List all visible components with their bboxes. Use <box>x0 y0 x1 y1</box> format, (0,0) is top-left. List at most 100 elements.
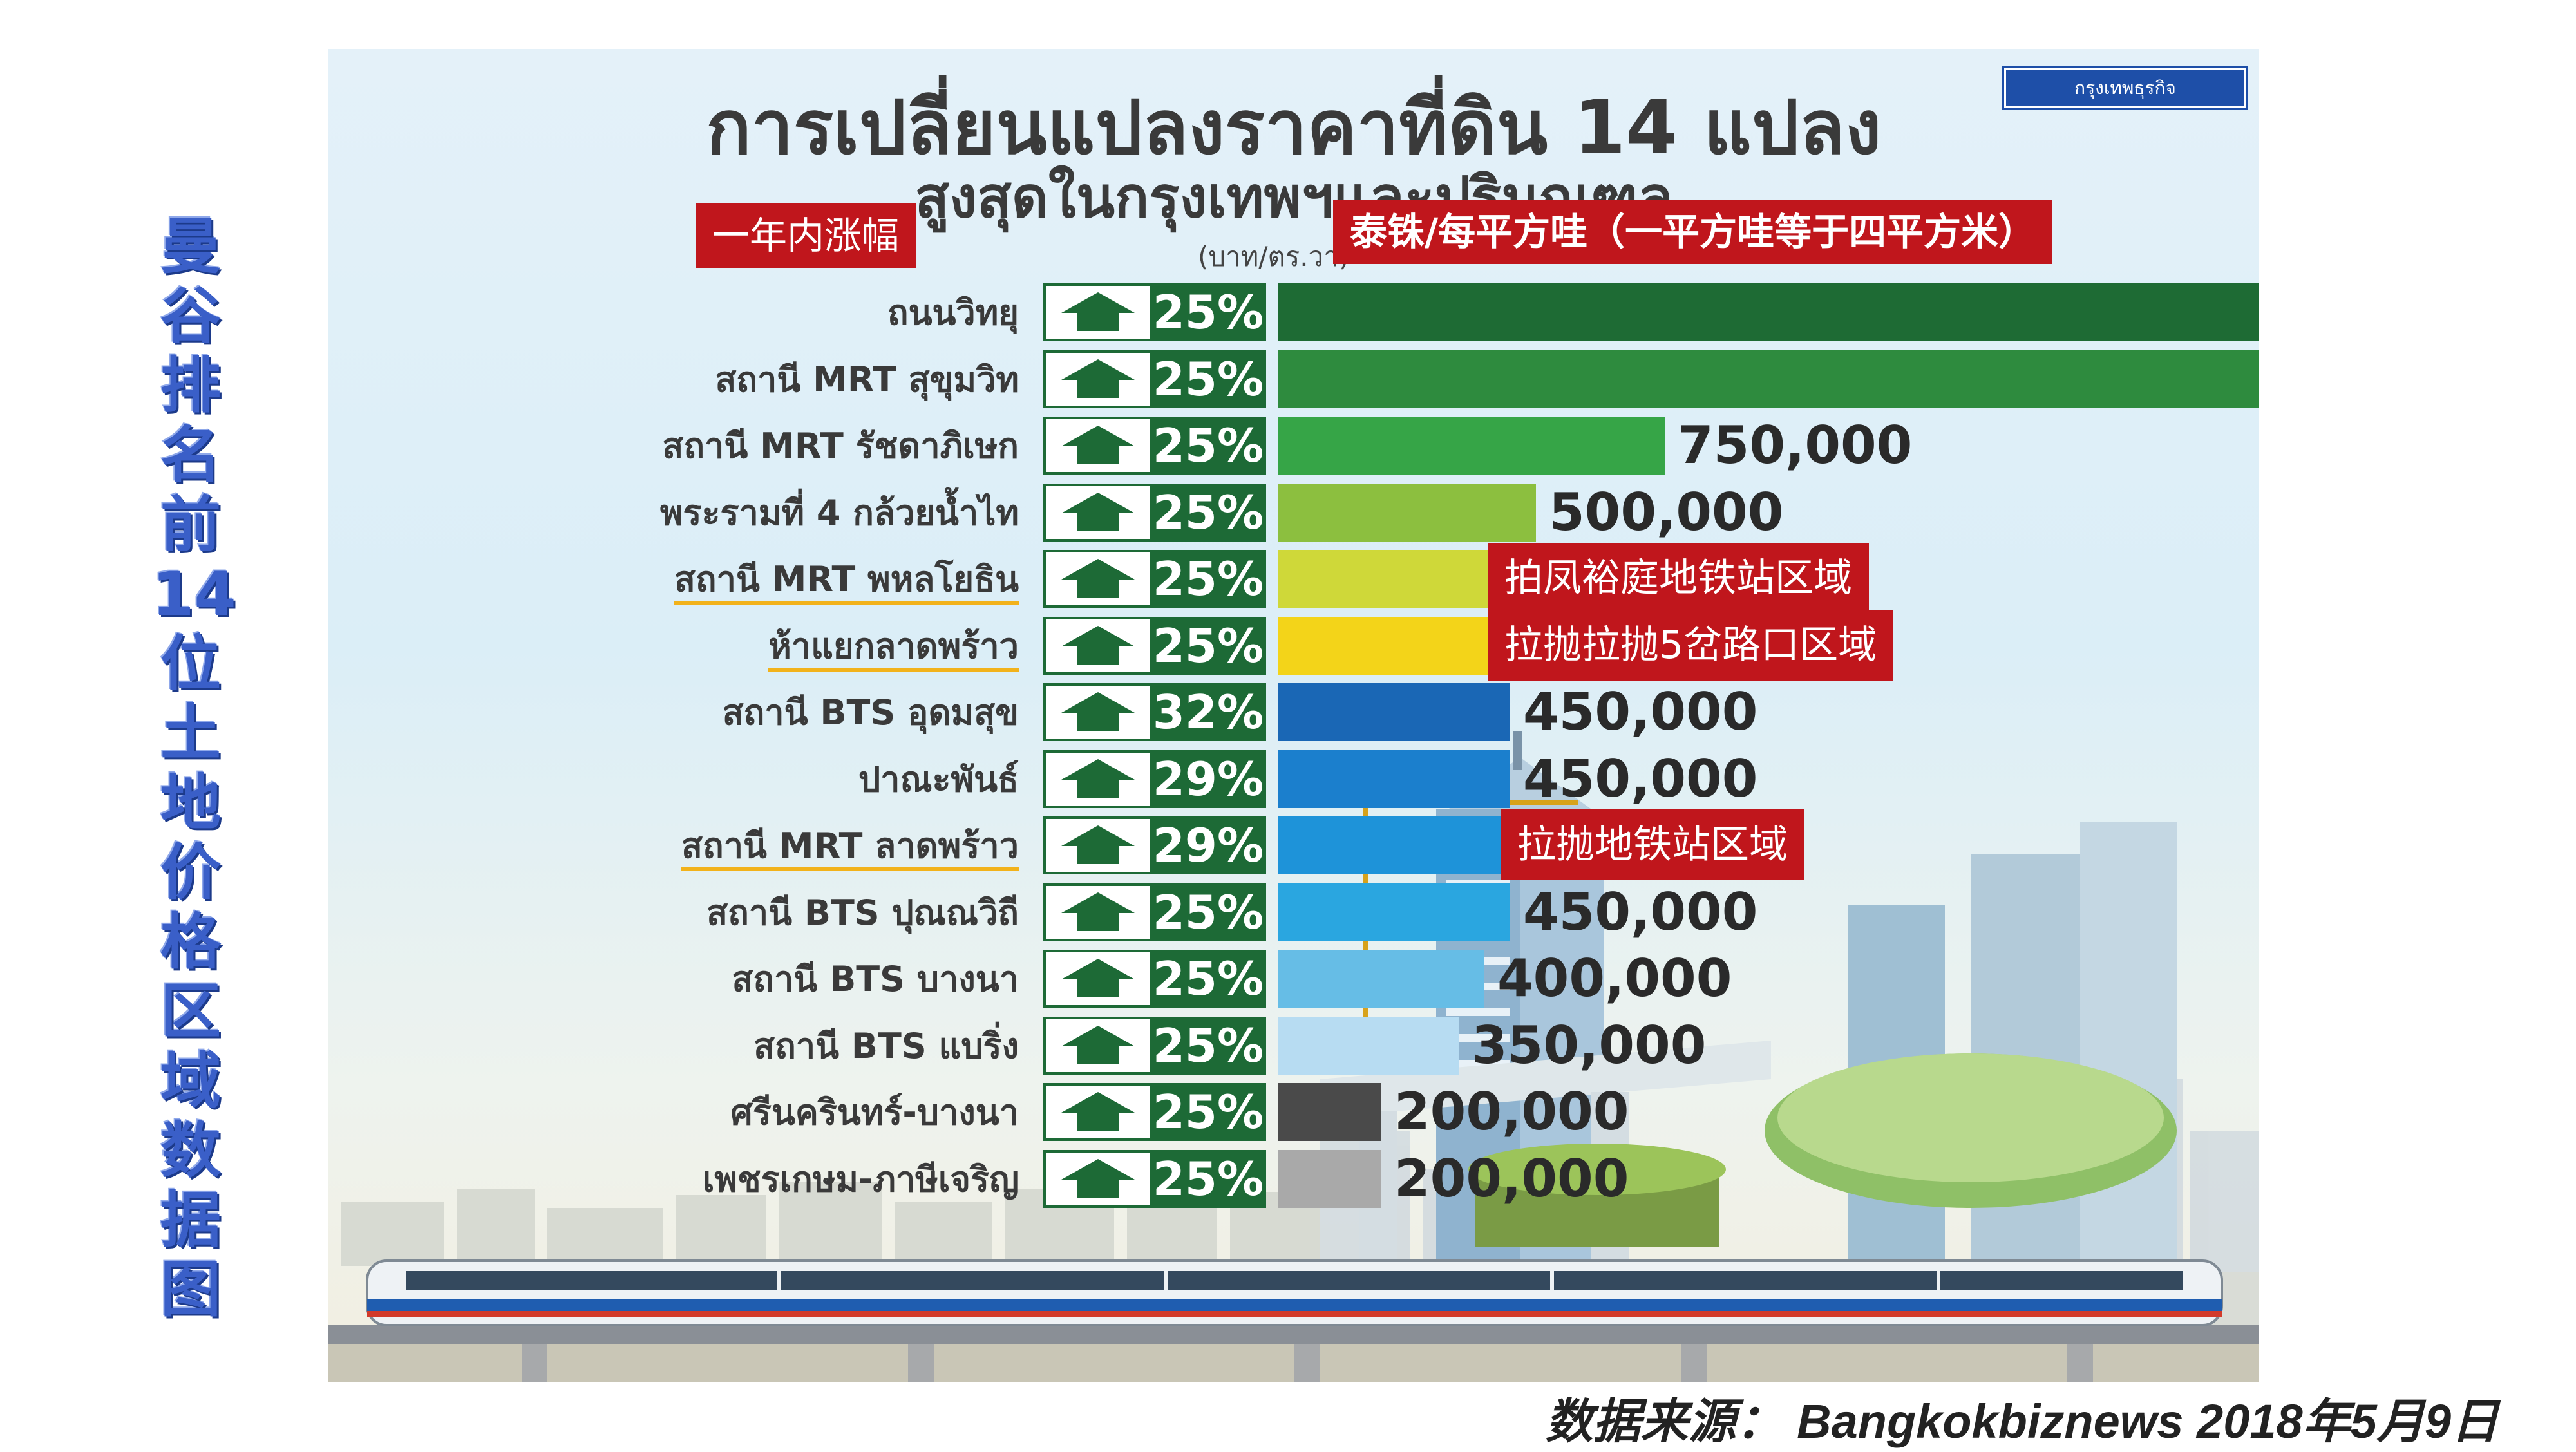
value-label: 400,000 <box>1497 948 1732 1008</box>
growth-percent: 25% <box>1150 283 1266 341</box>
bar <box>1278 683 1510 741</box>
value-label: 750,000 <box>1678 415 1913 475</box>
category-text: สถานี BTS ปุณณวิถี <box>706 892 1019 933</box>
category-text: ห้าแยกลาดพร้าว <box>768 625 1019 672</box>
bar <box>1278 1016 1459 1075</box>
bar <box>1278 483 1536 542</box>
up-arrow-icon <box>1043 417 1153 475</box>
growth-percent: 25% <box>1150 550 1266 608</box>
up-arrow-icon <box>1043 350 1153 408</box>
growth-percent: 25% <box>1150 350 1266 408</box>
category-label: ถนนวิทยุ <box>887 285 1019 340</box>
growth-percent: 25% <box>1150 1083 1266 1141</box>
value-label: 350,000 <box>1472 1015 1707 1075</box>
publisher-logo: กรุงเทพธุรกิจ <box>2004 68 2246 108</box>
bar <box>1278 283 2259 341</box>
category-text: ศรีนครินทร์-บางนา <box>730 1092 1019 1133</box>
bar <box>1278 883 1510 941</box>
side-title: 曼谷排名前 14 位土地价格区域数据图 <box>152 212 236 1325</box>
callout-label: 拉抛地铁站区域 <box>1501 809 1804 880</box>
category-label: สถานี MRT ลาดพร้าว <box>681 818 1019 873</box>
up-arrow-icon <box>1043 283 1153 341</box>
category-label: สถานี BTS ปุณณวิถี <box>706 885 1019 940</box>
growth-percent: 25% <box>1150 1149 1266 1208</box>
bar <box>1278 1083 1381 1141</box>
category-label: สถานี BTS อุดมสุข <box>723 684 1019 740</box>
up-arrow-icon <box>1043 883 1153 941</box>
growth-percent: 25% <box>1150 616 1266 675</box>
category-text: เพชรเกษม-ภาษีเจริญ <box>702 1158 1019 1200</box>
callout-label: 拍凤裕庭地铁站区域 <box>1488 543 1869 614</box>
growth-percent: 25% <box>1150 950 1266 1008</box>
bar <box>1278 1149 1381 1208</box>
side-title-char: 价 <box>160 838 221 908</box>
category-text: สถานี MRT สุขุมวิท <box>715 359 1019 400</box>
side-title-char: 谷 <box>160 281 221 352</box>
up-arrow-icon <box>1043 816 1153 874</box>
category-text: ถนนวิทยุ <box>887 292 1019 333</box>
side-title-char: 14 <box>152 560 236 630</box>
side-title-char: 前 <box>160 490 221 560</box>
growth-percent: 25% <box>1150 483 1266 542</box>
category-labels: ถนนวิทยุสถานี MRT สุขุมวิทสถานี MRT รัชด… <box>328 49 1019 1382</box>
category-text: สถานี MRT พหลโยธิน <box>674 559 1019 605</box>
value-label: 200,000 <box>1394 1082 1629 1142</box>
category-text: สถานี MRT รัชดาภิเษก <box>662 426 1019 466</box>
low-buildings-illustration <box>341 1182 1320 1266</box>
growth-percent: 25% <box>1150 417 1266 475</box>
bar <box>1278 750 1510 808</box>
value-label: 450,000 <box>1523 682 1758 742</box>
side-title-char: 域 <box>160 1046 221 1117</box>
category-label: เพชรเกษม-ภาษีเจริญ <box>703 1151 1019 1207</box>
category-text: สถานี BTS บางนา <box>732 959 1019 999</box>
side-title-char: 地 <box>160 768 221 838</box>
side-title-char: 土 <box>160 699 221 769</box>
chart-title: การเปลี่ยนแปลงราคาที่ดิน 14 แปลง <box>706 84 1882 171</box>
side-title-char: 数 <box>160 1116 221 1186</box>
value-label: 450,000 <box>1523 882 1758 942</box>
growth-percent: 32% <box>1150 683 1266 741</box>
category-label: สถานี MRT พหลโยธิน <box>674 551 1019 607</box>
category-text: สถานี BTS อุดมสุข <box>722 692 1019 733</box>
up-arrow-icon <box>1043 950 1153 1008</box>
up-arrow-icon <box>1043 483 1153 542</box>
category-label: สถานี BTS แบริ่ง <box>753 1018 1019 1073</box>
bar <box>1278 950 1484 1008</box>
category-label: ห้าแยกลาดพร้าว <box>768 618 1019 674</box>
side-title-char: 排 <box>160 351 221 421</box>
side-title-char: 名 <box>160 420 221 491</box>
up-arrow-icon <box>1043 1149 1153 1208</box>
category-text: ปาณะพันธ์ <box>858 759 1019 800</box>
side-title-char: 据 <box>160 1185 221 1256</box>
category-text: สถานี BTS แบริ่ง <box>753 1025 1019 1066</box>
skytrain-illustration <box>328 1259 2259 1382</box>
growth-percent: 25% <box>1150 1016 1266 1075</box>
up-arrow-icon <box>1043 550 1153 608</box>
bar <box>1278 816 1510 874</box>
up-arrow-icon <box>1043 683 1153 741</box>
category-text: สถานี MRT ลาดพร้าว <box>681 825 1019 871</box>
growth-percent: 29% <box>1150 816 1266 874</box>
category-label: ศรีนครินทร์-บางนา <box>731 1084 1019 1140</box>
value-label: 200,000 <box>1394 1148 1629 1209</box>
side-title-char: 图 <box>160 1255 221 1325</box>
price-unit-label: 泰铢/每平方哇（一平方哇等于四平方米） <box>1333 200 2053 264</box>
value-label: 450,000 <box>1523 748 1758 809</box>
up-arrow-icon <box>1043 750 1153 808</box>
value-label: 500,000 <box>1549 482 1784 542</box>
category-label: ปาณะพันธ์ <box>858 751 1019 807</box>
up-arrow-icon <box>1043 1083 1153 1141</box>
city-skyline-illustration <box>1320 731 2259 1382</box>
unit-label: (บาท/ตร.วา) <box>1198 241 1350 272</box>
category-text: พระรามที่ 4 กล้วยน้ำไท <box>659 492 1019 533</box>
side-title-char: 位 <box>160 629 221 699</box>
side-title-char: 格 <box>160 907 221 977</box>
category-label: สถานี MRT รัชดาภิเษก <box>662 418 1019 473</box>
data-source: 数据来源： Bangkokbiznews 2018年5月9日 <box>1545 1395 2499 1448</box>
category-label: สถานี BTS บางนา <box>732 951 1019 1006</box>
growth-percent: 25% <box>1150 883 1266 941</box>
growth-percent: 29% <box>1150 750 1266 808</box>
bar <box>1278 350 2259 408</box>
up-arrow-icon <box>1043 616 1153 675</box>
side-title-char: 区 <box>160 977 221 1047</box>
